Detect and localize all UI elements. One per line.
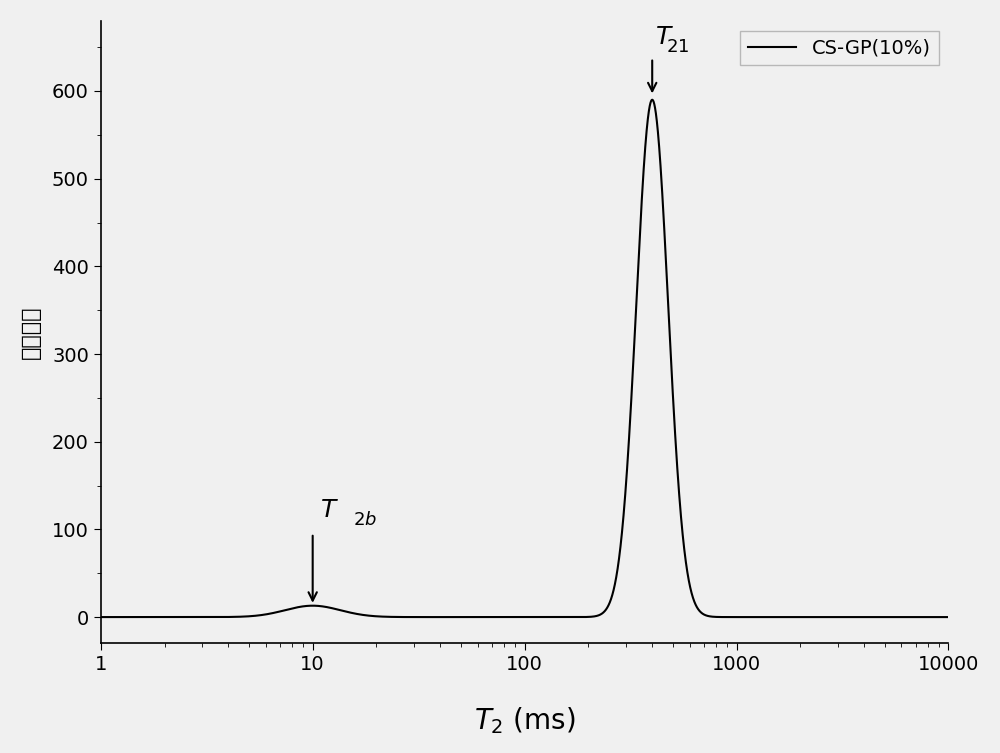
CS-GP(10%)	[137, 612, 149, 621]
Text: $\mathit{T}$: $\mathit{T}$	[655, 25, 674, 49]
CS-GP(10%)	[723, 612, 735, 621]
CS-GP(10%)	[633, 240, 645, 249]
CS-GP(10%)	[769, 612, 781, 621]
CS-GP(10%)	[646, 95, 658, 104]
Legend: CS-GP(10%): CS-GP(10%)	[740, 31, 939, 65]
Y-axis label: 信号幅度: 信号幅度	[21, 306, 41, 359]
Text: $\mathit{T}_2$ (ms): $\mathit{T}_2$ (ms)	[474, 706, 575, 736]
CS-GP(10%)	[942, 612, 954, 621]
Text: $\mathit{2b}$: $\mathit{2b}$	[353, 511, 377, 529]
CS-GP(10%)	[596, 608, 608, 617]
Line: CS-GP(10%): CS-GP(10%)	[101, 99, 948, 617]
CS-GP(10%)	[402, 612, 414, 621]
Text: $\mathit{21}$: $\mathit{21}$	[666, 38, 689, 56]
Text: $\mathit{T}$: $\mathit{T}$	[320, 498, 339, 523]
CS-GP(10%)	[95, 612, 107, 621]
